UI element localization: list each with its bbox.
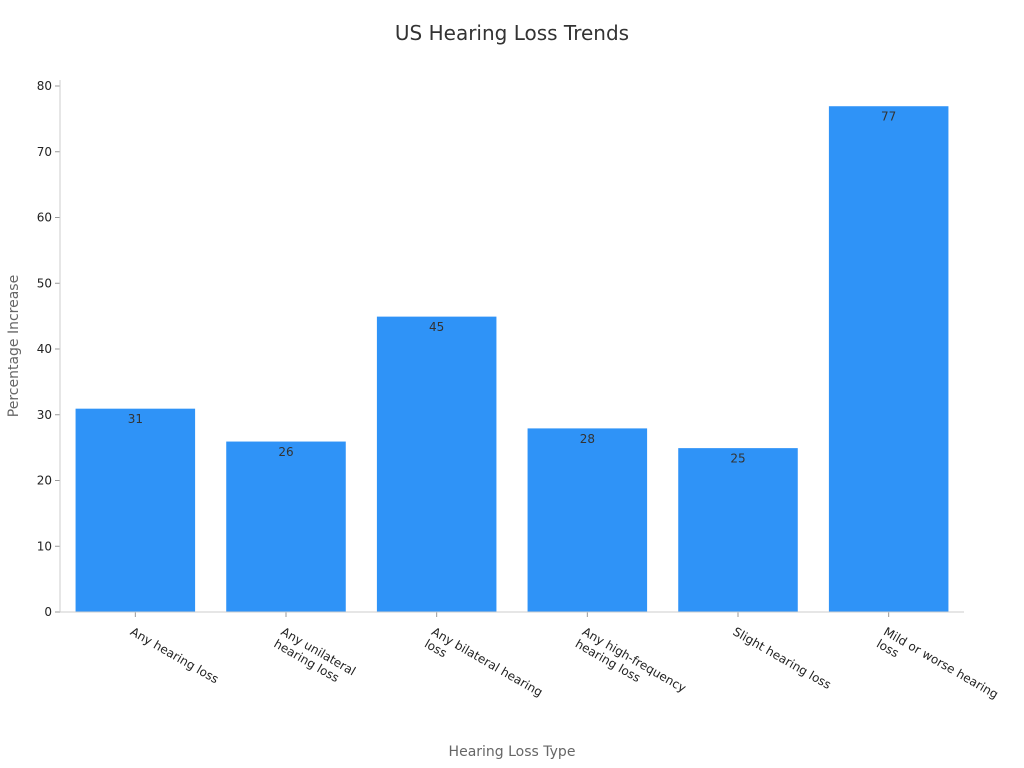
data-label: 25 [730,452,745,466]
x-tick-label: Mild or worse hearingloss [874,624,1001,713]
bar [827,105,950,613]
y-tick-label: 50 [37,276,52,290]
data-label: 45 [429,320,444,334]
bar [74,407,197,613]
bar [225,440,347,613]
bar [375,315,498,613]
data-label: 77 [881,110,896,124]
x-tick-label: Any bilateral hearingloss [422,624,545,711]
bar [677,447,799,613]
data-label: 31 [128,412,143,426]
x-tick-label: Any hearing loss [128,624,221,686]
y-tick-label: 60 [37,211,52,225]
y-axis-title: Percentage Increase [6,275,22,417]
chart-title: US Hearing Loss Trends [395,21,629,45]
x-tick-label: Slight hearing loss [731,624,834,692]
x-tick-label: Any unilateralhearing loss [272,624,358,690]
y-tick-label: 80 [37,79,52,93]
y-tick-label: 30 [37,408,52,422]
x-tick-label: Any high-frequencyhearing loss [573,624,689,707]
data-label: 28 [580,432,595,446]
plot-area: 0 10 20 30 40 50 60 70 80 31 Any hearing loss 26 Any… [37,79,1001,713]
y-tick-label: 0 [44,605,52,619]
y-tick-label: 20 [37,474,52,488]
bar [526,427,649,613]
y-tick-label: 40 [37,342,52,356]
y-tick-label: 70 [37,145,52,159]
y-tick-label: 10 [37,539,52,553]
data-label: 26 [278,445,293,459]
x-axis-title: Hearing Loss Type [449,744,576,760]
